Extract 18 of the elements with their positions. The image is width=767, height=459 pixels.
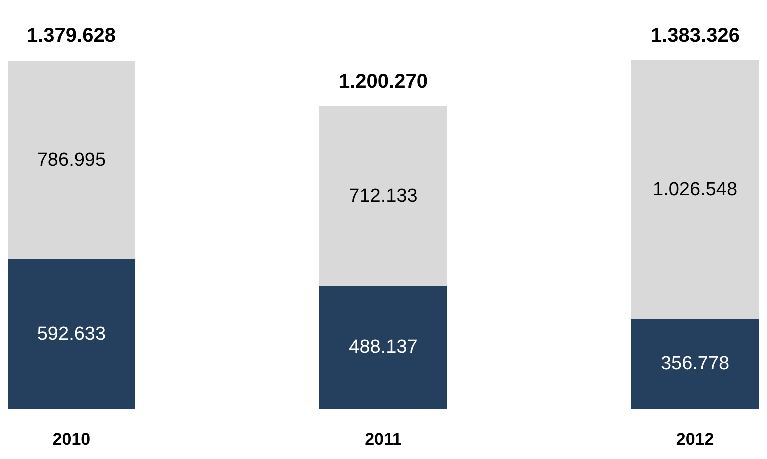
bar: [320, 106, 448, 286]
x-tick-label: 2011: [365, 430, 402, 449]
x-tick-label: 2012: [676, 430, 714, 449]
bar: [8, 61, 136, 260]
data-label: 356.778: [660, 354, 730, 375]
data-label: 786.995: [37, 150, 106, 172]
data-label: 488.137: [349, 337, 418, 358]
data-label: 1.026.548: [653, 179, 738, 200]
bar: [631, 319, 760, 409]
x-tick-label: 2010: [52, 430, 91, 449]
total-label: 1.383.326: [651, 25, 740, 47]
data-label: 712.133: [349, 186, 418, 207]
total-label: 1.379.628: [27, 25, 116, 47]
bar: [631, 60, 760, 320]
bar: [8, 260, 136, 409]
bar: [320, 286, 448, 409]
total-label: 1.200.270: [339, 71, 428, 93]
data-label: 592.633: [37, 324, 106, 345]
